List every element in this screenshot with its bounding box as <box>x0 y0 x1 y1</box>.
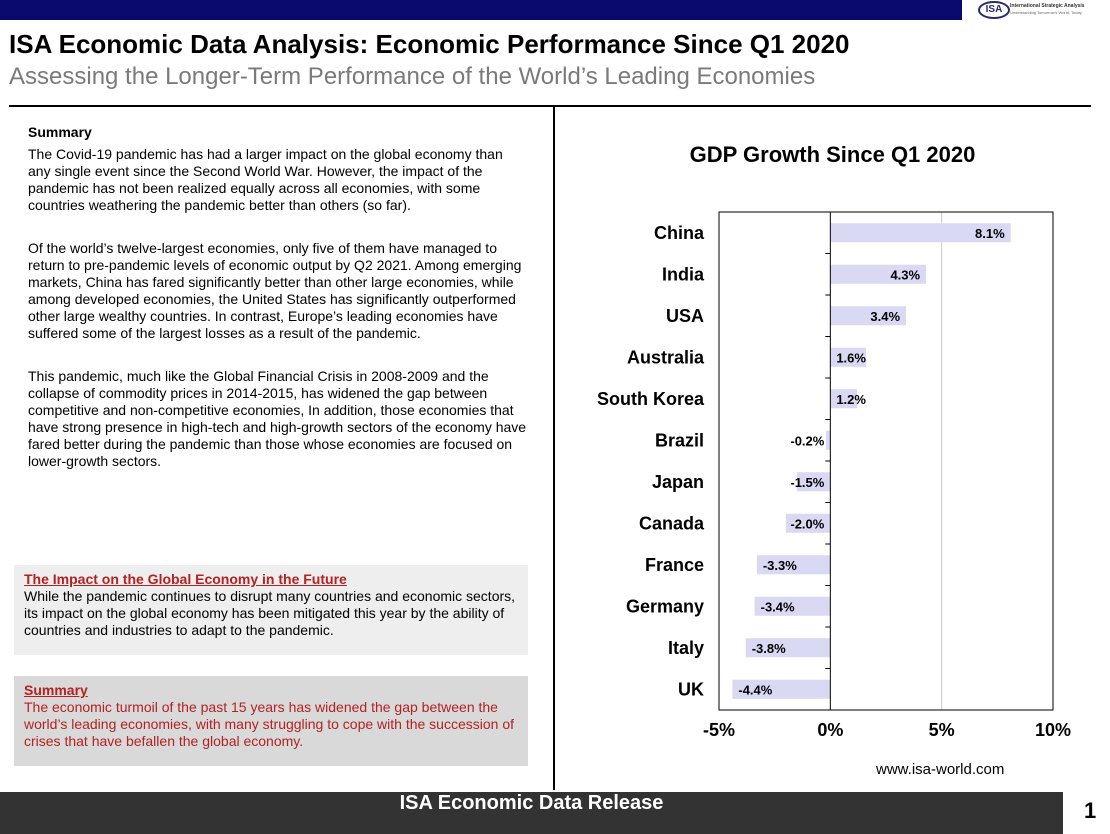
isa-logo-icon: ISA <box>978 1 1010 19</box>
data-label: -3.4% <box>761 599 795 614</box>
footer-text: ISA Economic Data Release <box>399 792 664 814</box>
column-divider <box>553 106 555 790</box>
category-label: Australia <box>627 347 705 367</box>
plot-border <box>718 211 1054 711</box>
page-number: 1 <box>1084 798 1097 823</box>
bar-canada <box>785 513 831 533</box>
category-label: Italy <box>668 638 704 658</box>
data-label: -1.5% <box>790 475 824 490</box>
summary-paragraph: The Covid-19 pandemic has had a larger i… <box>28 146 503 213</box>
impact-text: While the pandemic continues to disrupt … <box>24 588 516 638</box>
category-label: Canada <box>639 513 705 533</box>
category-label: Brazil <box>655 430 704 450</box>
summary-box-heading: Summary <box>24 682 88 698</box>
bar-china <box>830 223 1011 243</box>
bar-australia <box>830 347 866 367</box>
summary-box: Summary The economic turmoil of the past… <box>14 676 528 766</box>
category-label: China <box>654 223 705 243</box>
data-label: -3.8% <box>752 641 786 656</box>
bar-japan <box>796 472 831 492</box>
logo-tagline: Understanding Tomorrow's World, Today <box>1010 10 1082 15</box>
x-tick-label: 10% <box>1035 720 1071 740</box>
category-label: Japan <box>652 472 704 492</box>
header-divider <box>9 105 1091 107</box>
category-label: South Korea <box>597 389 705 409</box>
chart-title: GDP Growth Since Q1 2020 <box>689 142 976 167</box>
impact-box: The Impact on the Global Economy in the … <box>14 565 528 655</box>
bar-uk <box>732 679 831 699</box>
category-label: UK <box>678 679 704 699</box>
bar-germany <box>754 596 831 616</box>
x-tick-label: -5% <box>703 720 735 740</box>
bar-france <box>756 555 831 575</box>
data-label: 8.1% <box>975 226 1005 241</box>
page-subtitle: Assessing the Longer-Term Performance of… <box>9 63 816 90</box>
summary-paragraph: This pandemic, much like the Global Fina… <box>28 368 527 469</box>
summary-section: Summary The Covid-19 pandemic has had a … <box>28 124 528 496</box>
bar-south-korea <box>830 389 858 409</box>
gdp-growth-chart: China India USA Australia South Korea Brazil J… <box>597 211 1071 740</box>
summary-box-text: The economic turmoil of the past 15 year… <box>24 699 514 749</box>
data-label: 1.2% <box>836 392 866 407</box>
logo-name: International Strategic Analysis <box>1010 3 1085 9</box>
data-label: -2.0% <box>790 516 824 531</box>
bar-india <box>830 264 927 284</box>
bar-italy <box>745 638 831 658</box>
summary-heading: Summary <box>28 124 92 140</box>
bar-brazil <box>825 430 831 450</box>
footer-bar: ISA Economic Data Release <box>0 792 1063 834</box>
data-label: -4.4% <box>738 682 772 697</box>
top-banner <box>0 0 1110 20</box>
data-label: 3.4% <box>870 309 900 324</box>
x-tick-label: 0% <box>817 720 843 740</box>
data-label: 4.3% <box>890 267 920 282</box>
impact-heading: The Impact on the Global Economy in the … <box>24 571 347 587</box>
category-label: USA <box>666 306 704 326</box>
category-label: France <box>645 555 704 575</box>
summary-paragraph: Of the world’s twelve-largest economies,… <box>28 240 522 341</box>
category-label: India <box>662 264 705 284</box>
page-title: ISA Economic Data Analysis: Economic Per… <box>9 29 850 59</box>
source-url[interactable]: www.isa-world.com <box>876 761 1005 778</box>
data-label: -3.3% <box>763 558 797 573</box>
category-label: Germany <box>626 596 704 616</box>
bar-usa <box>830 306 907 326</box>
data-label: 1.6% <box>836 350 866 365</box>
data-label: -0.2% <box>790 433 824 448</box>
logo-area: ISA International Strategic Analysis Und… <box>962 0 1110 20</box>
x-tick-label: 5% <box>929 720 955 740</box>
